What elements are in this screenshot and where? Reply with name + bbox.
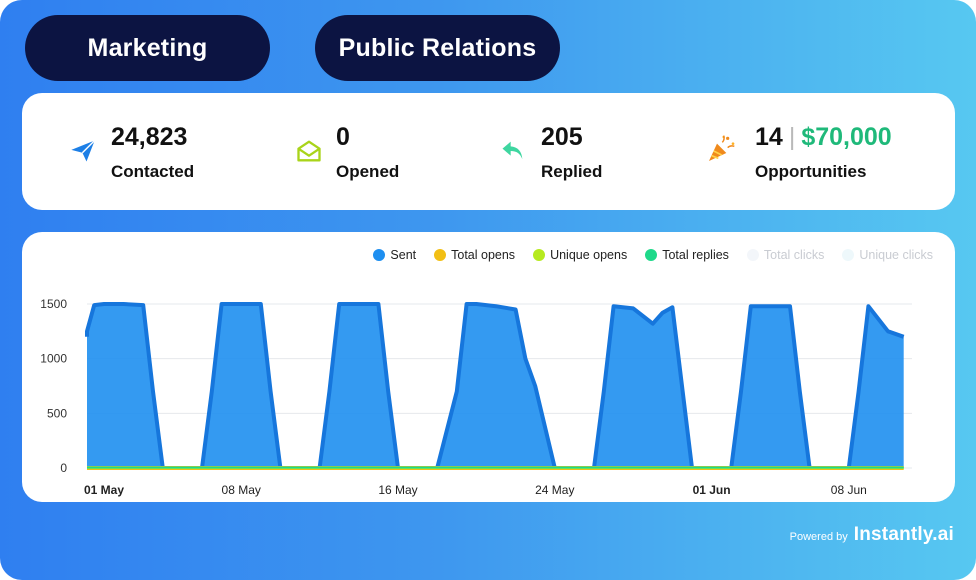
- legend-dot-unique-clicks: [842, 249, 855, 261]
- opportunities-value: 14 | $70,000: [755, 123, 892, 152]
- x-tick-label: 08 Jun: [831, 483, 867, 497]
- y-tick-label: 1000: [40, 352, 67, 366]
- legend-dot-unique-opens: [533, 249, 546, 261]
- tab-marketing[interactable]: Marketing: [25, 15, 270, 81]
- powered-by-text: Powered by: [789, 531, 848, 543]
- legend-label-unique-clicks: Unique clicks: [859, 248, 933, 262]
- instantly-logo[interactable]: Instantly.ai: [853, 524, 954, 545]
- paper-plane-icon: [69, 137, 99, 167]
- opportunities-amount: $70,000: [801, 123, 892, 151]
- legend-label-total-opens: Total opens: [451, 248, 516, 262]
- legend-item-total-clicks[interactable]: Total clicks: [746, 248, 825, 262]
- legend-label-unique-opens: Unique opens: [550, 248, 628, 262]
- legend-item-unique-clicks[interactable]: Unique clicks: [842, 248, 933, 262]
- legend-dot-sent: [373, 249, 386, 261]
- opportunities-count: 14: [755, 123, 783, 151]
- party-popper-icon: [705, 133, 735, 163]
- contacted-value: 24,823: [111, 123, 188, 151]
- x-tick-label: 16 May: [378, 483, 417, 497]
- reply-arrow-icon: [499, 137, 529, 167]
- replied-label: Replied: [541, 162, 603, 181]
- y-tick-label: 0: [60, 461, 67, 475]
- series-area-sent: [87, 304, 904, 468]
- x-tick-label: 01 May: [84, 483, 124, 497]
- legend-item-total-opens[interactable]: Total opens: [434, 248, 515, 262]
- opened-value: 0: [336, 123, 350, 151]
- legend-item-total-replies[interactable]: Total replies: [645, 248, 729, 262]
- x-tick-label: 08 May: [222, 483, 261, 497]
- legend-dot-total-clicks: [746, 249, 759, 261]
- chart-card: Sent Total opens Unique opens Total repl…: [22, 232, 955, 502]
- x-tick-label: 01 Jun: [693, 483, 731, 497]
- contacted-label: Contacted: [111, 162, 195, 181]
- legend-item-sent[interactable]: Sent: [373, 248, 416, 262]
- powered-by-footer: Powered by Instantly.ai: [790, 524, 954, 546]
- legend-item-unique-opens[interactable]: Unique opens: [533, 248, 627, 262]
- stats-card: 24,823 Contacted 0 Opened 205 Replied: [22, 93, 955, 210]
- opportunities-separator: |: [788, 123, 796, 151]
- opportunities-label: Opportunities: [755, 162, 867, 181]
- legend-dot-total-opens: [434, 249, 447, 261]
- y-tick-label: 1500: [40, 297, 67, 311]
- legend-label-total-clicks: Total clicks: [763, 248, 825, 262]
- sent-area-chart: 0 500 1000 1500 01 May 08 May 16 May 24 May 01 J…: [40, 297, 912, 497]
- replied-value: 205: [541, 123, 583, 151]
- series-line-sent: [85, 302, 905, 470]
- legend-dot-total-replies: [645, 249, 658, 261]
- legend-label-sent: Sent: [390, 248, 417, 262]
- legend-label-total-replies: Total replies: [662, 248, 729, 262]
- x-tick-label: 24 May: [535, 483, 574, 497]
- envelope-open-icon: [295, 137, 325, 167]
- tab-public-relations[interactable]: Public Relations: [315, 15, 560, 81]
- chart-legend: Sent Total opens Unique opens Total repl…: [373, 248, 933, 262]
- opened-label: Opened: [336, 162, 400, 181]
- y-tick-label: 500: [47, 406, 67, 420]
